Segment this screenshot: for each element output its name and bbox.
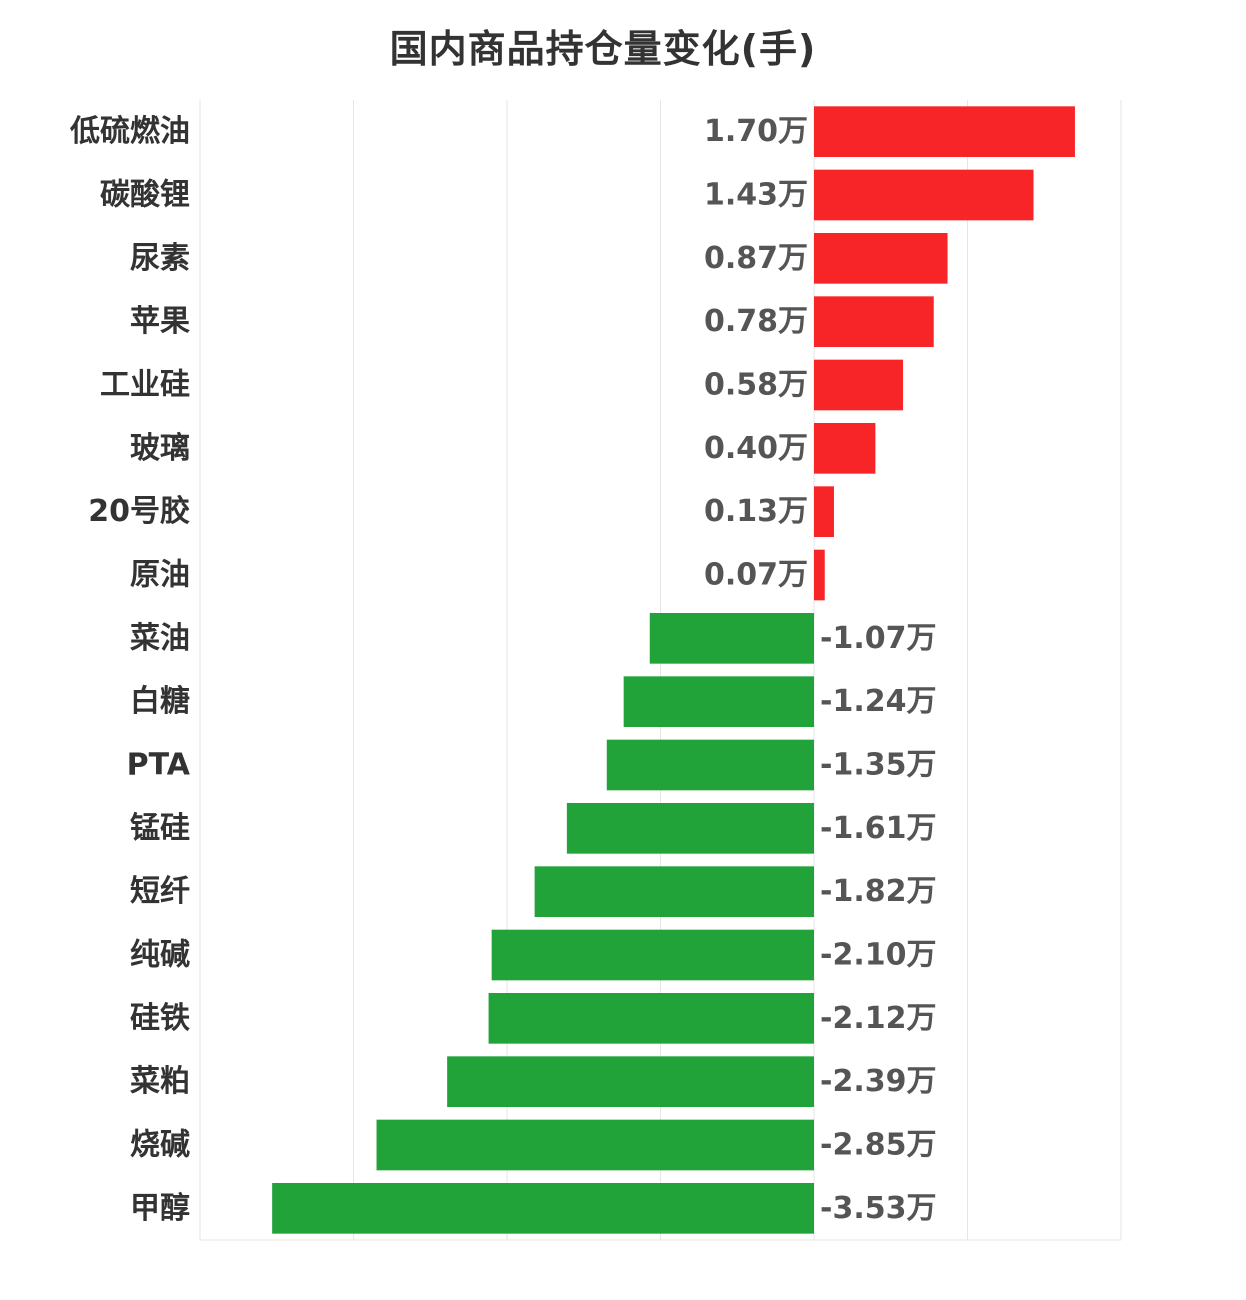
bar [534, 866, 814, 917]
category-label: 烧碱 [130, 1128, 190, 1163]
chart-title: 国内商品持仓量变化(手) [389, 27, 817, 71]
bar [447, 1056, 814, 1107]
value-label: 0.58万 [704, 368, 808, 403]
value-label: -2.39万 [820, 1064, 936, 1099]
category-label: 苹果 [130, 304, 190, 339]
category-label: 低硫燃油 [69, 114, 190, 149]
bar [814, 296, 934, 347]
bar [814, 233, 948, 284]
value-label: 1.43万 [704, 178, 808, 213]
bar [814, 423, 876, 474]
value-label: -1.61万 [820, 811, 936, 846]
bar [376, 1119, 814, 1171]
value-label: 0.78万 [704, 304, 808, 339]
value-label: -1.82万 [820, 874, 936, 909]
category-label: 硅铁 [130, 1001, 190, 1036]
value-label: 1.70万 [704, 114, 808, 149]
value-label: -3.53万 [820, 1191, 936, 1226]
category-label: 甲醇 [130, 1191, 190, 1226]
category-label: 锰硅 [130, 811, 190, 846]
category-label: 菜粕 [130, 1064, 190, 1099]
value-label: -2.12万 [820, 1001, 936, 1036]
value-label: 0.07万 [704, 558, 808, 593]
bar [814, 549, 825, 601]
bar [814, 106, 1075, 157]
category-label: 白糖 [130, 684, 190, 719]
category-label: 短纤 [130, 874, 190, 909]
category-label: PTA [127, 748, 191, 783]
bar [606, 739, 814, 791]
category-label: 菜油 [130, 621, 190, 656]
bar [649, 613, 814, 664]
category-label: 工业硅 [100, 368, 190, 403]
bar [623, 676, 814, 727]
bar [814, 169, 1034, 221]
value-label: -2.85万 [820, 1128, 936, 1163]
value-label: 0.40万 [704, 431, 808, 466]
category-label: 纯碱 [130, 938, 190, 973]
value-label: -2.10万 [820, 938, 936, 973]
bar [814, 359, 904, 411]
category-label: 20号胶 [88, 494, 190, 529]
category-label: 玻璃 [130, 431, 190, 466]
value-label: -1.24万 [820, 684, 936, 719]
value-label: 0.13万 [704, 494, 808, 529]
bar [272, 1183, 814, 1234]
bar [488, 993, 814, 1044]
value-label: -1.07万 [820, 621, 936, 656]
bar [491, 929, 814, 981]
value-label: 0.87万 [704, 241, 808, 276]
bar [814, 486, 834, 537]
category-label: 原油 [130, 558, 190, 593]
category-label: 碳酸锂 [100, 178, 190, 213]
value-label: -1.35万 [820, 748, 936, 783]
bar [566, 803, 814, 854]
category-label: 尿素 [130, 241, 190, 276]
